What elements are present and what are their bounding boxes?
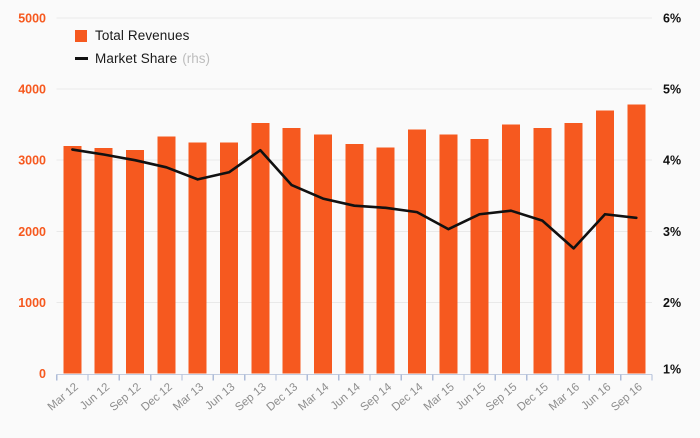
x-axis-label: Dec 14 xyxy=(390,381,426,414)
bar-7 xyxy=(282,128,301,374)
legend-item-market-share: Market Share (rhs) xyxy=(75,49,210,68)
bar-6 xyxy=(251,123,270,374)
bar-9 xyxy=(345,143,364,374)
left-axis-tick-label: 5000 xyxy=(18,12,46,26)
x-axis-label: Sep 14 xyxy=(359,381,395,414)
x-axis-label: Sep 15 xyxy=(484,381,520,414)
right-axis-tick-label: 5% xyxy=(663,83,681,97)
x-axis-label: Mar 14 xyxy=(296,381,332,414)
bar-15 xyxy=(533,128,552,374)
left-axis-tick-label: 2000 xyxy=(18,225,46,239)
x-axis-label: Jun 16 xyxy=(579,381,613,412)
x-axis-label: Dec 15 xyxy=(515,381,551,414)
legend-item-total-revenues: Total Revenues xyxy=(75,26,210,45)
bar-13 xyxy=(470,138,489,374)
x-axis-label: Jun 15 xyxy=(454,381,488,412)
x-axis-label: Sep 12 xyxy=(108,381,144,414)
line-series-swatch-icon xyxy=(75,57,88,60)
x-axis-label: Mar 13 xyxy=(171,381,206,413)
left-axis-tick-label: 3000 xyxy=(18,154,46,168)
x-axis-label: Dec 12 xyxy=(139,381,175,414)
x-axis-label: Dec 13 xyxy=(265,381,301,414)
bar-10 xyxy=(376,147,395,374)
x-axis-label: Sep 13 xyxy=(233,381,269,414)
bar-series-swatch-icon xyxy=(75,29,87,42)
chart-legend: Total Revenues Market Share (rhs) xyxy=(75,26,210,72)
bar-1 xyxy=(94,148,113,374)
right-axis-tick-label: 3% xyxy=(663,225,681,239)
bar-11 xyxy=(407,129,426,374)
left-axis-tick-label: 4000 xyxy=(18,83,46,97)
bar-5 xyxy=(220,142,239,374)
bar-17 xyxy=(595,110,614,374)
bar-18 xyxy=(627,104,646,374)
right-axis-tick-label: 4% xyxy=(663,154,681,168)
bar-12 xyxy=(439,134,458,374)
x-axis-label: Jun 14 xyxy=(329,381,364,413)
left-axis-tick-label: 0 xyxy=(39,367,46,381)
x-axis-label: Sep 16 xyxy=(609,381,645,414)
legend-label-total-revenues: Total Revenues xyxy=(95,28,190,43)
x-axis-label: Mar 12 xyxy=(46,381,81,413)
right-axis-tick-label: 1% xyxy=(663,363,681,377)
bar-0 xyxy=(63,145,82,374)
bar-2 xyxy=(126,150,145,374)
bar-8 xyxy=(314,134,333,374)
x-axis-label: Mar 16 xyxy=(547,381,582,413)
x-axis-label: Mar 15 xyxy=(422,381,457,413)
legend-label-market-share: Market Share xyxy=(95,51,178,66)
bar-14 xyxy=(501,124,520,374)
bar-4 xyxy=(188,142,207,374)
bar-3 xyxy=(157,136,176,374)
legend-label-rhs-suffix: (rhs) xyxy=(182,51,210,66)
right-axis-tick-label: 2% xyxy=(663,296,681,310)
x-axis-label: Jun 12 xyxy=(78,381,112,412)
right-axis-tick-label: 6% xyxy=(663,12,681,26)
market-share-line xyxy=(71,148,638,250)
left-axis-tick-label: 1000 xyxy=(18,296,46,310)
x-axis-label: Jun 13 xyxy=(203,381,237,412)
